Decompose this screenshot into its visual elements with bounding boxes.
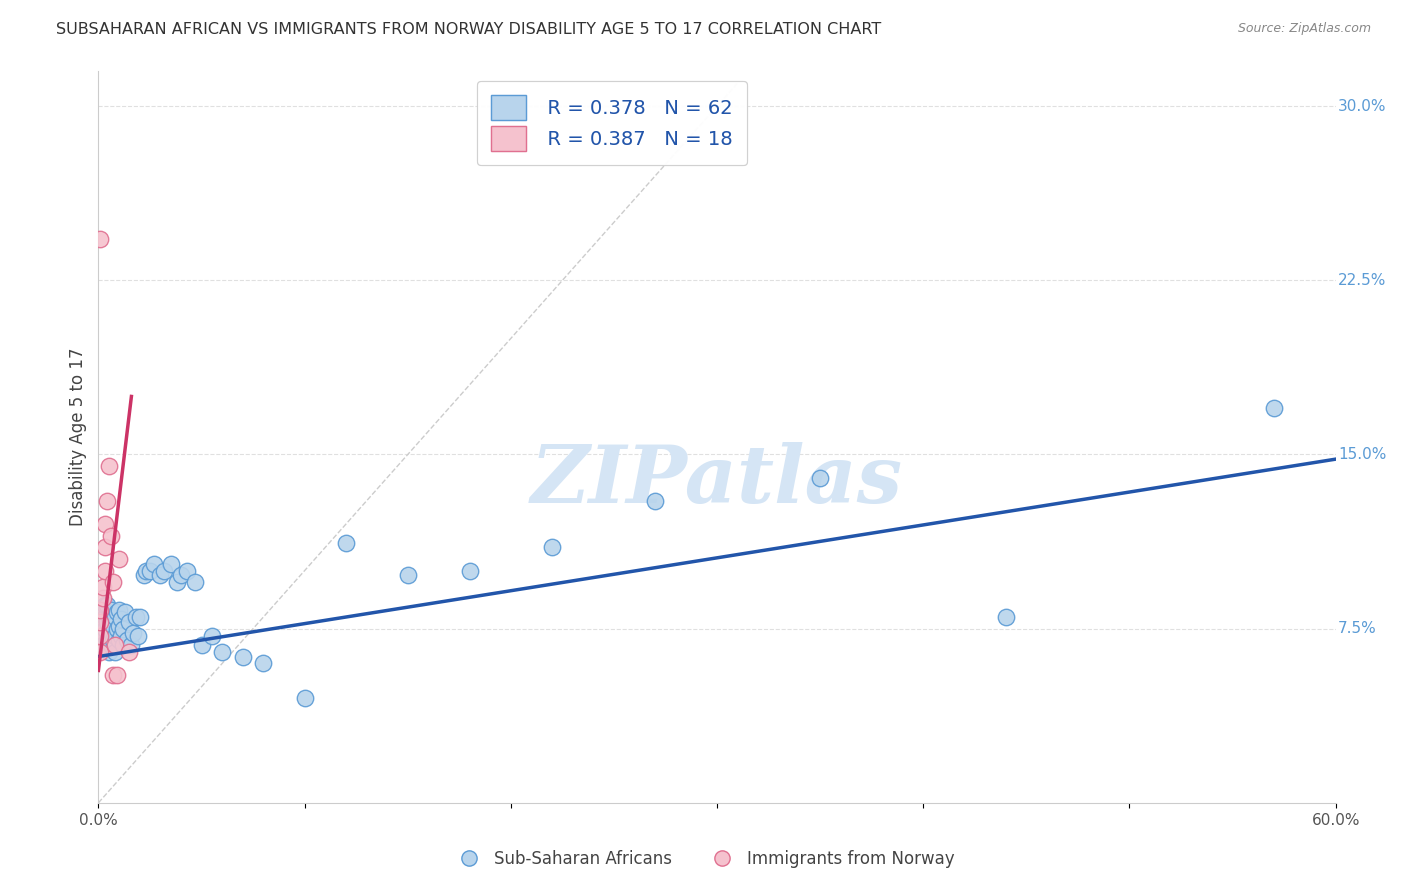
Point xyxy=(458,564,481,578)
Point xyxy=(96,494,118,508)
Point xyxy=(335,535,357,549)
Point xyxy=(120,638,142,652)
Point xyxy=(93,622,115,636)
Text: Source: ZipAtlas.com: Source: ZipAtlas.com xyxy=(1237,22,1371,36)
Point xyxy=(100,626,122,640)
Legend:   R = 0.378   N = 62,   R = 0.387   N = 18: R = 0.378 N = 62, R = 0.387 N = 18 xyxy=(477,81,747,165)
Point xyxy=(97,610,120,624)
Point xyxy=(122,626,145,640)
Point xyxy=(170,568,193,582)
Point xyxy=(153,564,176,578)
Text: SUBSAHARAN AFRICAN VS IMMIGRANTS FROM NORWAY DISABILITY AGE 5 TO 17 CORRELATION : SUBSAHARAN AFRICAN VS IMMIGRANTS FROM NO… xyxy=(56,22,882,37)
Point xyxy=(97,459,120,474)
Point xyxy=(100,603,122,617)
Point xyxy=(105,622,128,636)
Point xyxy=(91,580,114,594)
Point xyxy=(176,564,198,578)
Point xyxy=(252,657,274,671)
Point xyxy=(135,564,157,578)
Point xyxy=(89,629,111,643)
Point xyxy=(104,610,127,624)
Point xyxy=(105,668,128,682)
Point xyxy=(166,575,188,590)
Point xyxy=(96,633,118,648)
Point xyxy=(211,645,233,659)
Point xyxy=(100,529,122,543)
Point xyxy=(1263,401,1285,415)
Point xyxy=(93,599,115,613)
Point xyxy=(190,638,212,652)
Point xyxy=(110,629,132,643)
Point xyxy=(108,633,131,648)
Point xyxy=(101,668,124,682)
Point xyxy=(114,606,136,620)
Point xyxy=(110,612,132,626)
Legend: Sub-Saharan Africans, Immigrants from Norway: Sub-Saharan Africans, Immigrants from No… xyxy=(446,844,960,875)
Point xyxy=(541,541,564,555)
Point xyxy=(112,638,135,652)
Point xyxy=(108,603,131,617)
Point xyxy=(97,645,120,659)
Text: 15.0%: 15.0% xyxy=(1339,447,1386,462)
Point xyxy=(644,494,666,508)
Text: 7.5%: 7.5% xyxy=(1339,621,1376,636)
Point xyxy=(104,638,127,652)
Point xyxy=(96,615,118,629)
Point xyxy=(93,541,115,555)
Point xyxy=(201,629,224,643)
Point xyxy=(232,649,254,664)
Point xyxy=(118,645,141,659)
Point xyxy=(132,568,155,582)
Point xyxy=(101,575,124,590)
Point xyxy=(159,557,181,571)
Point xyxy=(89,629,111,643)
Text: ZIPatlas: ZIPatlas xyxy=(531,442,903,520)
Point xyxy=(105,606,128,620)
Point xyxy=(117,633,139,648)
Point xyxy=(149,568,172,582)
Text: 22.5%: 22.5% xyxy=(1339,273,1386,288)
Point xyxy=(124,610,146,624)
Point xyxy=(100,638,122,652)
Point xyxy=(143,557,166,571)
Point xyxy=(91,591,114,606)
Point xyxy=(184,575,207,590)
Point xyxy=(96,599,118,613)
Point xyxy=(294,691,316,706)
Point xyxy=(118,615,141,629)
Point xyxy=(104,645,127,659)
Point xyxy=(139,564,162,578)
Point xyxy=(108,552,131,566)
Point xyxy=(112,622,135,636)
Point xyxy=(89,603,111,617)
Point xyxy=(104,629,127,643)
Y-axis label: Disability Age 5 to 17: Disability Age 5 to 17 xyxy=(69,348,87,526)
Point xyxy=(93,564,115,578)
Point xyxy=(89,645,111,659)
Point xyxy=(108,619,131,633)
Point xyxy=(97,629,120,643)
Point xyxy=(93,610,115,624)
Point xyxy=(101,619,124,633)
Point xyxy=(91,638,114,652)
Point xyxy=(89,615,111,629)
Text: 30.0%: 30.0% xyxy=(1339,99,1386,113)
Point xyxy=(396,568,419,582)
Point xyxy=(127,629,149,643)
Point xyxy=(808,471,831,485)
Point xyxy=(89,231,111,245)
Point xyxy=(101,633,124,648)
Point xyxy=(128,610,150,624)
Point xyxy=(100,615,122,629)
Point xyxy=(93,517,115,532)
Point xyxy=(994,610,1017,624)
